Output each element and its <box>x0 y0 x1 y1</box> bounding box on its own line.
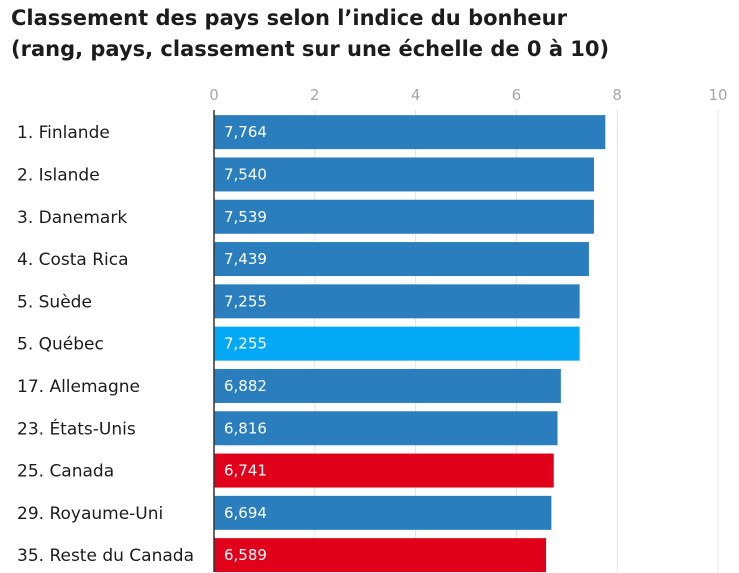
x-tick-label: 6 <box>512 86 522 104</box>
bar <box>214 157 595 192</box>
category-label: 5. Québec <box>17 335 104 355</box>
x-axis-tick-labels: 0 2 4 6 8 10 <box>209 86 727 104</box>
bar <box>214 199 594 234</box>
x-tick-label: 8 <box>612 86 622 104</box>
x-tick-label: 4 <box>411 86 421 104</box>
category-label: 17. Allemagne <box>17 377 140 397</box>
x-tick-label: 10 <box>708 86 727 104</box>
bar-value-label: 6,741 <box>224 462 267 480</box>
bar-value-label: 7,255 <box>224 292 267 310</box>
category-label: 5. Suède <box>17 292 92 312</box>
chart-title-line-2: (rang, pays, classement sur une échelle … <box>11 37 610 61</box>
category-label: 29. Royaume-Uni <box>17 504 163 524</box>
bar-value-label: 7,764 <box>224 123 267 141</box>
category-label: 23. États-Unis <box>17 417 136 439</box>
category-label: 4. Costa Rica <box>17 250 129 270</box>
category-labels: 1. Finlande 2. Islande 3. Danemark 4. Costa… <box>17 123 194 566</box>
bar-value-label: 6,882 <box>224 377 267 395</box>
bar <box>214 326 580 361</box>
category-label: 25. Canada <box>17 462 114 482</box>
bar-value-label: 7,539 <box>224 208 267 226</box>
bars <box>214 115 606 573</box>
bar <box>214 284 580 319</box>
bar <box>214 495 552 530</box>
bar-value-label: 7,439 <box>224 250 267 268</box>
value-labels: 7,764 7,540 7,539 7,439 7,255 7,255 6,882 6,816… <box>224 123 267 564</box>
category-label: 3. Danemark <box>17 208 127 228</box>
bar <box>214 538 547 573</box>
bar-value-label: 6,816 <box>224 419 267 437</box>
chart-title-line-1: Classement des pays selon l’indice du bo… <box>11 6 567 30</box>
category-label: 35. Reste du Canada <box>17 546 194 566</box>
bar-value-label: 6,694 <box>224 504 267 522</box>
bar <box>214 115 606 150</box>
bar-value-label: 7,255 <box>224 335 267 353</box>
bar <box>214 453 554 488</box>
category-label: 2. Islande <box>17 165 100 185</box>
bar-value-label: 7,540 <box>224 165 267 183</box>
x-tick-label: 2 <box>310 86 320 104</box>
bar-value-label: 6,589 <box>224 546 267 564</box>
x-tick-label: 0 <box>209 86 219 104</box>
bar <box>214 368 561 403</box>
bar <box>214 411 558 446</box>
category-label: 1. Finlande <box>17 123 110 143</box>
bar <box>214 242 589 277</box>
